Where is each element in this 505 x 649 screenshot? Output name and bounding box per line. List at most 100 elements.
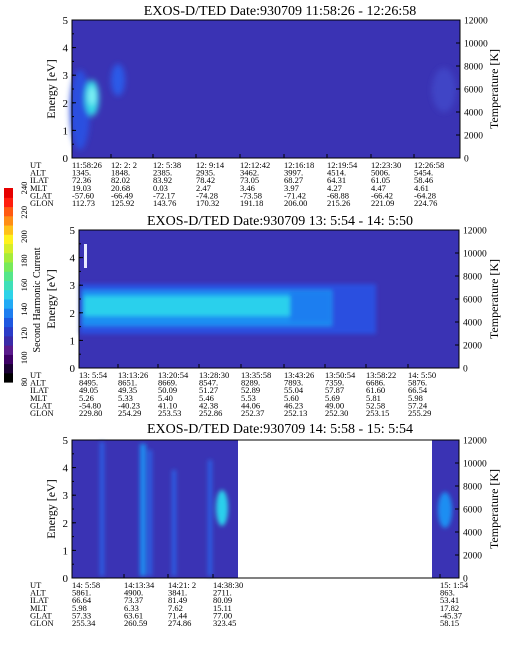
ephemeris-cell: 5454. [414, 168, 433, 178]
ytick-right-label: 2000 [463, 552, 482, 562]
ephemeris-cell: 49.05 [79, 385, 98, 395]
colorbar-tick-label: 220 [19, 206, 29, 219]
ytick-right-label: 12000 [463, 437, 487, 447]
ephemeris-cell: 17.82 [440, 603, 459, 613]
ephemeris-cell: 229.80 [79, 408, 102, 418]
ephemeris-cell: 5.60 [284, 393, 299, 403]
ytick-right-label: 10000 [464, 40, 488, 50]
ephemeris-cell: 57.87 [325, 385, 344, 395]
ytick-right-label: 8000 [463, 483, 482, 493]
colorbar-swatch [4, 289, 13, 300]
colorbar-swatch [4, 354, 13, 365]
panel-1-ylabel: Energy [eV] [44, 59, 58, 118]
colorbar-label: Second Harmonic Current [32, 247, 43, 352]
ephemeris-cell: -57.60 [72, 190, 94, 200]
ephemeris-row-label: ALT [30, 588, 47, 598]
ytick-label: 0 [63, 573, 69, 585]
ephemeris-row-label: UT [30, 370, 42, 380]
ytick-label: 2 [63, 518, 69, 530]
panel-3-axes: 0 1 2 3 4 5 0 2000 4000 6000 8000 10000 12000 [63, 435, 488, 585]
colorbar-swatch [4, 206, 13, 217]
ephemeris-cell: 252.37 [241, 408, 264, 418]
ytick-label: 0 [70, 363, 76, 375]
ephemeris-cell: 224.76 [414, 198, 437, 208]
ephemeris-cell: 13: 5:54 [79, 370, 108, 380]
ephemeris-row-label: GLAT [30, 610, 53, 620]
colorbar-swatch [4, 345, 13, 355]
ephemeris-cell: 51.27 [199, 385, 218, 395]
ephemeris-cell: 15: 1:54 [440, 580, 469, 590]
ephemeris-cell: 52.89 [241, 385, 260, 395]
ephemeris-cell: 72.36 [72, 175, 91, 185]
ephemeris-cell: 7359. [325, 378, 344, 388]
ephemeris-cell: 57.33 [72, 610, 91, 620]
ephemeris-cell: 78.42 [196, 175, 215, 185]
ephemeris-cell: 13:58:22 [366, 370, 396, 380]
ephemeris-cell: 52.58 [366, 400, 385, 410]
ephemeris-cell: 68.27 [284, 175, 303, 185]
panel-2-ephemeris: UT 13: 5:54 13:13:26 13:20:54 13:28:30 13:35:… [30, 370, 436, 418]
ephemeris-row-label: GLAT [30, 400, 53, 410]
ephemeris-cell: 12: 2: 2 [111, 160, 137, 170]
ytick-label: 0 [63, 153, 69, 165]
ephemeris-cell: 50.09 [158, 385, 177, 395]
ephemeris-cell: 57.24 [408, 400, 428, 410]
colorbar-swatch [4, 326, 13, 337]
ephemeris-cell: 255.29 [408, 408, 431, 418]
colorbar-swatch [4, 188, 13, 198]
ephemeris-cell: 13:20:54 [158, 370, 189, 380]
ephemeris-cell: 12:23:30 [371, 160, 401, 170]
ephemeris-cell: 5.46 [199, 393, 214, 403]
ephemeris-cell: 8669. [158, 378, 177, 388]
ephemeris-row-label: GLAT [30, 190, 53, 200]
panel-3-feature-stripe-2 [140, 444, 146, 576]
panel-3-ephemeris: UT 14: 5:58 14:13:34 14:21: 2 14:38:30 15: 1:… [30, 580, 469, 628]
ephemeris-cell: 12: 9:14 [196, 160, 225, 170]
ytick-label: 4 [63, 43, 69, 55]
colorbar-swatch [4, 252, 13, 263]
ephemeris-cell: 14:38:30 [213, 580, 243, 590]
ephemeris-cell: 55.04 [284, 385, 304, 395]
ephemeris-cell: 13:28:30 [199, 370, 229, 380]
ephemeris-cell: 254.29 [118, 408, 141, 418]
ephemeris-cell: 274.86 [168, 618, 191, 628]
ytick-label: 5 [70, 225, 76, 237]
colorbar-tick-label: 180 [19, 254, 29, 267]
colorbar: 80 100 120 140 160 180 200 220 240 Second Harmon… [4, 182, 43, 386]
panel-3-features [100, 442, 452, 576]
panel-3-feature-stripe-1 [100, 442, 104, 576]
panel-2-ylabel: Energy [eV] [44, 269, 58, 328]
ephemeris-cell: 3.97 [284, 183, 299, 193]
ytick-label: 1 [63, 545, 69, 557]
colorbar-swatch [4, 335, 13, 346]
ephemeris-cell: 2385. [153, 168, 172, 178]
ephemeris-row-label: MLT [30, 603, 48, 613]
ephemeris-cell: 12: 5:38 [153, 160, 181, 170]
ephemeris-cell: 0.03 [153, 183, 168, 193]
ephemeris-cell: 49.35 [118, 385, 137, 395]
ephemeris-cell: 61.05 [371, 175, 390, 185]
ephemeris-cell: 12:26:58 [414, 160, 444, 170]
ephemeris-cell: 191.18 [240, 198, 263, 208]
ephemeris-cell: 215.26 [327, 198, 350, 208]
ephemeris-cell: 77.00 [213, 610, 232, 620]
ephemeris-cell: 8495. [79, 378, 98, 388]
ephemeris-cell: 14:21: 2 [168, 580, 196, 590]
ephemeris-cell: 61.60 [366, 385, 385, 395]
ephemeris-cell: 125.92 [111, 198, 134, 208]
panel-2-title: EXOS-D/TED Date:930709 13: 5:54 - 14: 5:… [147, 214, 413, 229]
ytick-right-label: 6000 [463, 296, 482, 306]
ephemeris-cell: 8651. [118, 378, 137, 388]
panel-1-ephemeris: UT 11:58:26 12: 2: 2 12: 5:38 12: 9:14 12:12:… [30, 160, 444, 208]
ephemeris-cell: 6.33 [124, 603, 139, 613]
ephemeris-cell: 252.13 [284, 408, 307, 418]
panel-2-features [80, 284, 376, 334]
ytick-right-label: 2000 [463, 342, 482, 352]
ephemeris-cell: 5876. [408, 378, 427, 388]
ephemeris-row-label: ALT [30, 378, 47, 388]
panel-3-feature-stripe-4 [172, 470, 176, 576]
ephemeris-cell: 5.53 [241, 393, 256, 403]
ephemeris-cell: 81.49 [168, 595, 187, 605]
ephemeris-cell: 3997. [284, 168, 303, 178]
ephemeris-cell: 5.98 [72, 603, 87, 613]
